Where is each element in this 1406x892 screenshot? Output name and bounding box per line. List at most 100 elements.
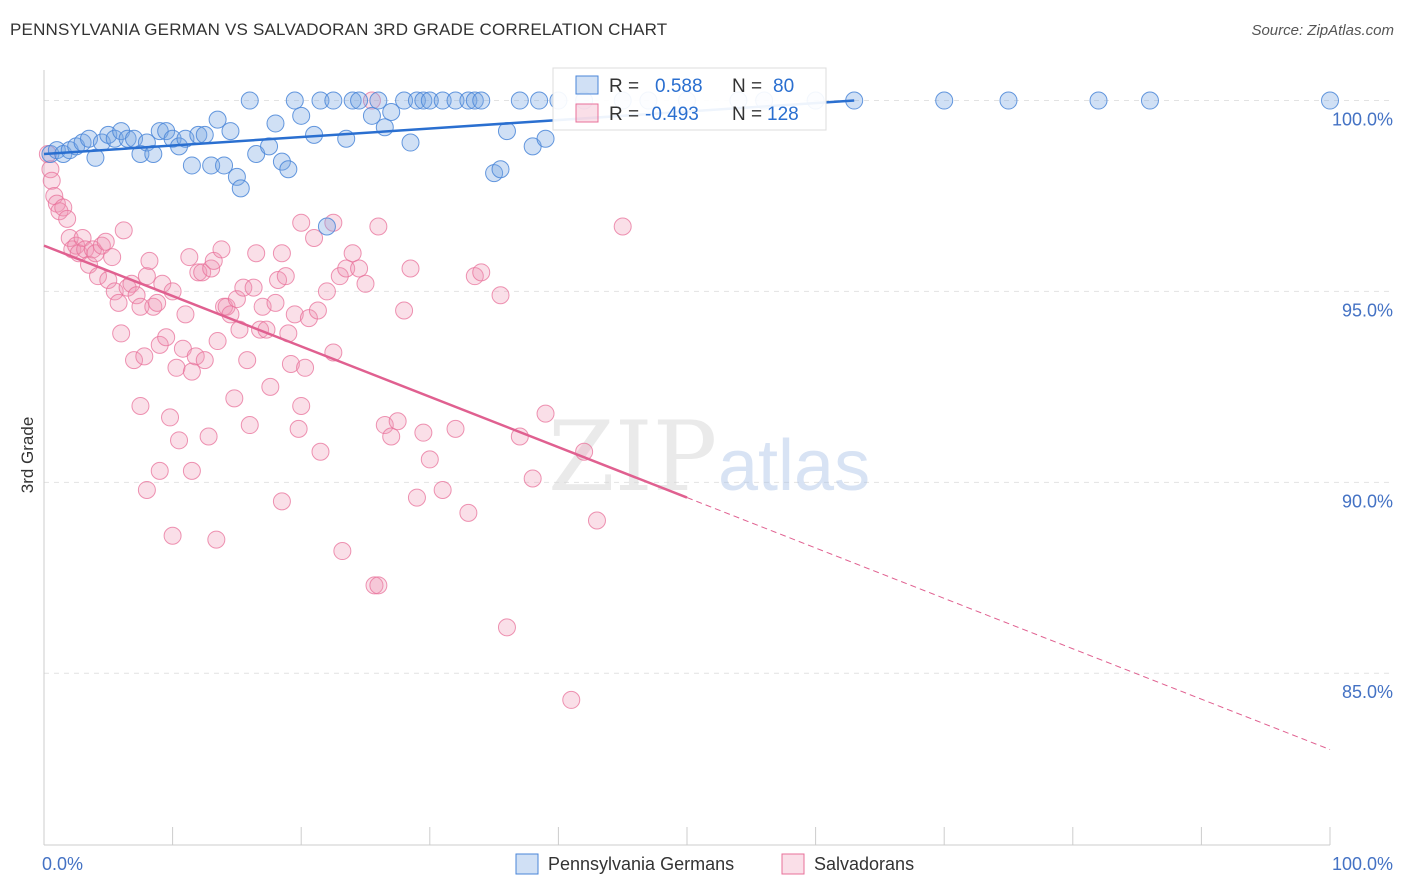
y-axis-label: 3rd Grade (18, 417, 37, 494)
pennsylvania-germans-point (86, 148, 105, 167)
pennsylvania-germans-point (414, 91, 433, 110)
salvadorans-point (76, 240, 95, 259)
y-tick-label: 95.0% (1342, 300, 1393, 320)
chart-title: PENNSYLVANIA GERMAN VS SALVADORAN 3RD GR… (10, 20, 668, 39)
salvadorans-point (292, 213, 311, 232)
pennsylvania-germans-point (317, 217, 336, 236)
stats-swatch-blue (575, 75, 599, 95)
pennsylvania-germans-point (118, 129, 137, 148)
salvadorans-point (446, 419, 465, 438)
legend-label-pennsylvania-germans: Pennsylvania Germans (548, 854, 734, 874)
pennsylvania-germans-point (343, 91, 362, 110)
salvadorans-point (414, 423, 433, 442)
pennsylvania-germans-point (266, 114, 285, 133)
stats-r-value-blue: 0.588 (655, 76, 703, 97)
salvadorans-point (109, 293, 128, 312)
salvadorans-point (182, 362, 201, 381)
pennsylvania-germans-point (195, 125, 214, 144)
salvadorans-point (199, 427, 218, 446)
pennsylvania-germans-point (935, 91, 954, 110)
axes (43, 70, 1331, 846)
salvadorans-point (587, 511, 606, 530)
salvadorans-points (38, 91, 632, 709)
salvadorans-point (266, 293, 285, 312)
salvadorans-point (208, 332, 227, 351)
salvadorans-point (207, 530, 226, 549)
pennsylvania-germans-point (208, 110, 227, 129)
salvadorans-point (299, 309, 318, 328)
pennsylvania-germans-point (1089, 91, 1108, 110)
salvadorans-point (195, 351, 214, 370)
pennsylvania-germans-point (497, 122, 516, 141)
pennsylvania-germans-point (292, 106, 311, 125)
salvadorans-point (382, 427, 401, 446)
salvadorans-point (433, 480, 452, 499)
stats-n-label-pink: N = (732, 104, 762, 125)
pennsylvania-germans-point (105, 129, 124, 148)
salvadorans-point (103, 248, 122, 267)
salvadorans-point (96, 232, 115, 251)
salvadorans-point (150, 461, 169, 480)
salvadorans-point (343, 244, 362, 263)
pennsylvania-germans-point (215, 156, 234, 175)
pennsylvania-germans-point (465, 91, 484, 110)
salvadorans-point (148, 293, 167, 312)
salvadorans-point (161, 408, 180, 427)
salvadorans-point (58, 209, 77, 228)
salvadorans-point (135, 347, 154, 366)
bottom-legend: Pennsylvania Germans Salvadorans (515, 853, 914, 875)
salvadorans-point (613, 217, 632, 236)
pennsylvania-germans-point (260, 137, 279, 156)
salvadorans-point (369, 576, 388, 595)
salvadorans-point (407, 488, 426, 507)
pennsylvania-germans-point (362, 106, 381, 125)
y-tick-label: 85.0% (1342, 682, 1393, 702)
salvadorans-point (137, 480, 156, 499)
salvadorans-point (225, 389, 244, 408)
pennsylvania-germans-point (131, 144, 150, 163)
salvadorans-point (350, 259, 369, 278)
watermark-atlas: atlas (718, 426, 870, 506)
pennsylvania-germans-point (221, 122, 240, 141)
salvadorans-point (289, 419, 308, 438)
salvadorans-point (212, 240, 231, 259)
pennsylvania-germans-point (433, 91, 452, 110)
pennsylvania-germans-point (459, 91, 478, 110)
pennsylvania-germans-point (491, 160, 510, 179)
pennsylvania-germans-point (285, 91, 304, 110)
pennsylvania-germans-point (272, 152, 291, 171)
stats-r-value-pink: -0.493 (645, 104, 699, 125)
salvadorans-point (292, 396, 311, 415)
salvadorans-point (285, 305, 304, 324)
salvadorans-point (167, 358, 186, 377)
salvadorans-point (333, 542, 352, 561)
salvadorans-point (73, 228, 92, 247)
salvadorans-point (86, 244, 105, 263)
legend-swatch-salvadorans (781, 853, 805, 875)
salvadorans-point (369, 217, 388, 236)
salvadorans-point (395, 301, 414, 320)
pennsylvania-germans-point (182, 156, 201, 175)
y-tick-label: 90.0% (1342, 491, 1393, 511)
pennsylvania-germans-point (472, 91, 491, 110)
legend-swatch-pennsylvania-germans (515, 853, 539, 875)
salvadorans-point (247, 244, 266, 263)
pennsylvania-germans-point (369, 91, 388, 110)
salvadorans-point (131, 297, 150, 316)
salvadorans-point (41, 160, 60, 179)
stats-r-label-pink: R = (609, 104, 639, 125)
salvadorans-point (272, 244, 291, 263)
pennsylvania-germans-point (382, 102, 401, 121)
source-label: Source: ZipAtlas.com (1251, 22, 1394, 39)
salvadorans-point (54, 198, 73, 217)
salvadorans-point (112, 324, 131, 343)
salvadorans-trend-extension (686, 497, 1331, 751)
salvadorans-point (272, 492, 291, 511)
salvadorans-point (60, 228, 79, 247)
salvadorans-point (127, 286, 146, 305)
stats-r-label-blue: R = (609, 76, 639, 97)
watermark: ZIP atlas (548, 401, 870, 513)
x-tick-labels: 0.0% 100.0% (42, 854, 1393, 874)
pennsylvania-germans-point (231, 179, 250, 198)
